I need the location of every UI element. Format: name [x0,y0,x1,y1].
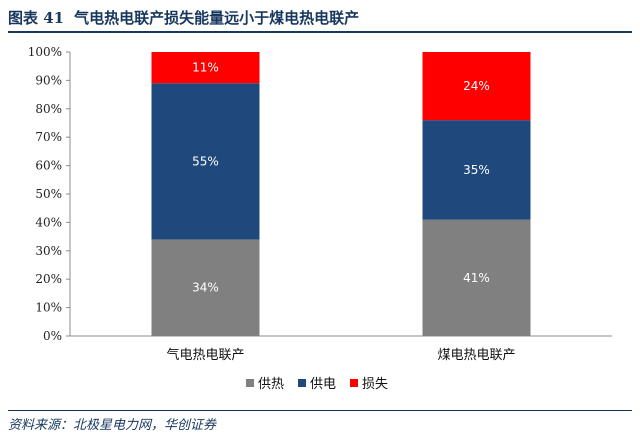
y-tick-label: 20% [35,272,62,286]
data-label: 35% [463,163,490,177]
data-label: 41% [463,271,490,285]
y-tick-label: 30% [35,244,62,258]
title-rule [8,31,632,33]
figure-title-text: 气电热电联产损失能量远小于煤电热电联产 [74,9,360,27]
bar-segment-2-cat-1 [151,83,260,240]
data-label: 11% [192,61,219,75]
data-label: 55% [192,154,219,168]
legend-label: 供热 [258,377,284,392]
category-label: 气电热电联产 [166,347,244,363]
source-rule [8,410,632,411]
bar-segment-3-cat-2 [422,52,531,121]
legend-label: 供电 [310,377,336,392]
figure-title: 图表 41 气电热电联产损失能量远小于煤电热电联产 [8,7,369,28]
y-tick-label: 60% [35,159,62,173]
y-tick-label: 50% [35,187,62,201]
y-tick-label: 70% [35,130,62,144]
figure-number: 图表 41 [8,9,65,27]
bar-segment-2-cat-2 [422,120,531,220]
data-label: 34% [192,281,219,295]
bar-segment-1-cat-1 [151,239,260,336]
bar-segment-3-cat-1 [151,52,260,84]
y-tick-label: 10% [35,301,62,315]
legend-swatch [350,379,358,387]
category-label: 煤电热电联产 [437,348,515,363]
data-label: 24% [463,79,490,93]
bars: 34% 55% 11% 41% 35% 24% [151,52,531,336]
x-axis-categories: 气电热电联产 煤电热电联产 [166,347,515,363]
legend-label: 损失 [362,377,388,392]
bar-segment-1-cat-2 [422,219,531,336]
y-tick-label: 40% [35,215,62,229]
legend-swatch [298,379,306,387]
y-tick-label: 80% [35,102,62,116]
y-tick-label: 0% [43,329,62,343]
y-tick-label: 90% [35,73,62,87]
source-note: 资料来源：北极星电力网，华创证券 [8,418,217,433]
legend-swatch [246,379,254,387]
legend: 供热 供电 损失 [246,377,388,392]
y-tick-label: 100% [28,45,62,59]
